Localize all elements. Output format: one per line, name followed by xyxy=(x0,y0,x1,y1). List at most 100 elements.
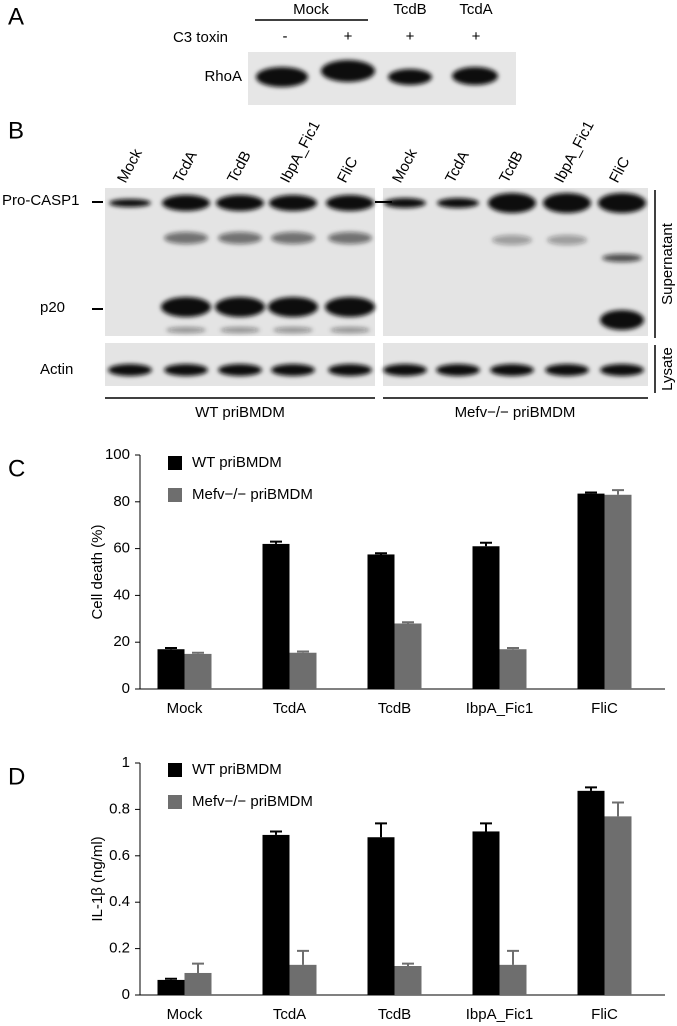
error-bar xyxy=(192,651,204,654)
x-tick-label: FliC xyxy=(591,1006,618,1023)
y-tick-label: 0.8 xyxy=(109,800,130,817)
error-bar xyxy=(297,949,309,965)
y-tick-label: 1 xyxy=(122,754,130,771)
toxin-mark: + xyxy=(472,28,481,45)
band xyxy=(492,235,532,245)
bar xyxy=(157,649,185,689)
band xyxy=(437,198,479,208)
band xyxy=(269,195,317,211)
panel-label: A xyxy=(8,3,24,30)
bar xyxy=(472,546,500,689)
x-tick-label: Mock xyxy=(167,1006,203,1023)
lane-label: FliC xyxy=(606,154,634,186)
band xyxy=(271,232,315,244)
toxin-mark: + xyxy=(406,28,415,45)
band xyxy=(220,327,260,333)
group-label: Mock xyxy=(293,1,329,18)
band xyxy=(271,364,315,376)
x-tick-label: TcdA xyxy=(273,700,306,717)
legend-label: Mefv−/− priBMDM xyxy=(192,793,313,810)
error-bar xyxy=(270,830,282,835)
band xyxy=(218,364,262,376)
band xyxy=(328,232,372,244)
bar xyxy=(394,623,422,689)
x-tick-label: FliC xyxy=(591,700,618,717)
band xyxy=(436,364,480,376)
band xyxy=(600,364,644,376)
error-bar xyxy=(480,822,492,832)
error-bar xyxy=(297,650,309,653)
y-tick-label: 100 xyxy=(105,446,130,463)
bar xyxy=(577,790,605,995)
y-tick-label: 0 xyxy=(122,986,130,1003)
row-label: Pro-CASP1 xyxy=(2,192,80,209)
band xyxy=(326,195,374,211)
panel-label: B xyxy=(8,117,24,144)
lane-label: IbpA_Fic1 xyxy=(551,118,598,186)
band xyxy=(161,297,211,317)
error-bar xyxy=(507,647,519,650)
y-axis-label: IL-1β (ng/ml) xyxy=(89,836,106,921)
x-tick-label: TcdA xyxy=(273,1006,306,1023)
bands xyxy=(256,60,498,87)
y-tick-label: 20 xyxy=(113,633,130,650)
x-tick-label: IbpA_Fic1 xyxy=(466,700,534,717)
error-bar xyxy=(165,977,177,980)
bar xyxy=(367,554,395,689)
blot-label: RhoA xyxy=(204,68,242,85)
band xyxy=(216,195,264,211)
error-bar xyxy=(612,489,624,495)
lane-label: Mock xyxy=(114,146,146,186)
bar xyxy=(289,964,317,995)
panel-label: C xyxy=(8,455,25,482)
error-bar xyxy=(270,540,282,544)
bar xyxy=(184,972,212,995)
bar xyxy=(499,964,527,995)
error-bar xyxy=(585,491,597,494)
bar xyxy=(604,494,632,689)
lane-label: IbpA_Fic1 xyxy=(277,118,324,186)
y-tick-label: 0.4 xyxy=(109,893,130,910)
lane-label: TcdB xyxy=(496,148,527,185)
band xyxy=(162,195,210,211)
band xyxy=(543,193,591,213)
error-bar xyxy=(480,541,492,547)
x-tick-label: Mock xyxy=(167,700,203,717)
y-tick-label: 0.2 xyxy=(109,940,130,957)
x-tick-label: TcdB xyxy=(378,700,411,717)
x-tick-label: IbpA_Fic1 xyxy=(466,1006,534,1023)
band xyxy=(108,364,152,376)
y-tick-label: 60 xyxy=(113,540,130,557)
error-bar xyxy=(612,801,624,817)
band xyxy=(488,193,536,213)
lane-label: TcdB xyxy=(393,1,426,18)
band xyxy=(325,297,375,317)
bar xyxy=(289,652,317,689)
legend-swatch xyxy=(168,456,182,470)
band xyxy=(164,232,208,244)
bar xyxy=(499,649,527,689)
band xyxy=(166,327,206,333)
lane-label: Mock xyxy=(389,146,421,186)
band xyxy=(598,193,646,213)
legend-swatch xyxy=(168,763,182,777)
bar xyxy=(472,831,500,995)
error-bar xyxy=(507,949,519,965)
panel-label: D xyxy=(8,763,25,790)
y-tick-label: 40 xyxy=(113,586,130,603)
legend-label: WT priBMDM xyxy=(192,454,282,471)
legend-swatch xyxy=(168,488,182,502)
section-label: Lysate xyxy=(659,347,676,391)
lane-label: TcdB xyxy=(224,148,255,185)
bar xyxy=(157,979,185,995)
lane-label: TcdA xyxy=(459,1,492,18)
bands xyxy=(108,193,646,376)
y-tick-label: 0.6 xyxy=(109,847,130,864)
error-bar xyxy=(585,786,597,791)
x-tick-label: TcdB xyxy=(378,1006,411,1023)
band xyxy=(600,310,644,330)
section-label: Supernatant xyxy=(659,222,676,305)
band xyxy=(218,232,262,244)
band xyxy=(273,327,313,333)
